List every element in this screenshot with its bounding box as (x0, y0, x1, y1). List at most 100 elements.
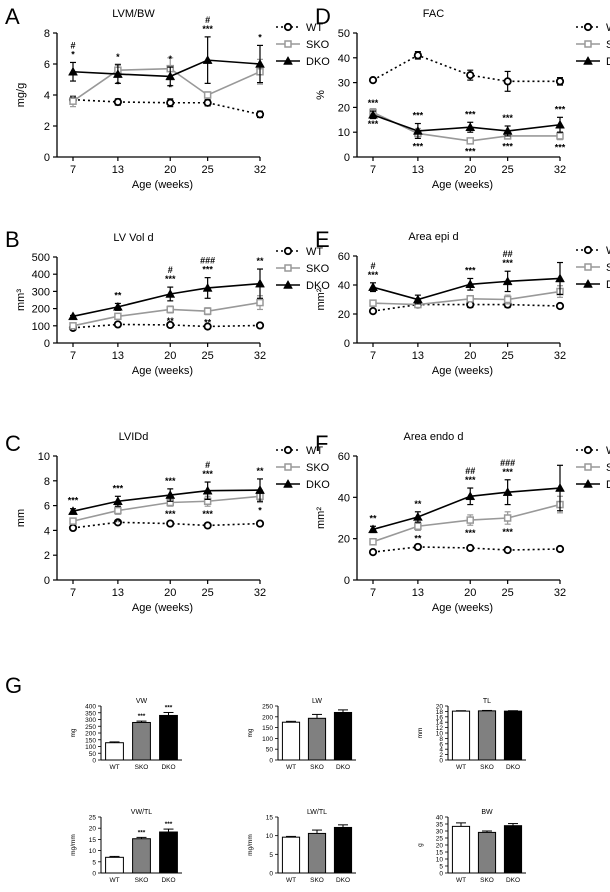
y-tick-label: 8 (44, 28, 50, 40)
y-tick-label: 20 (338, 534, 350, 546)
x-tick-label: SKO (480, 877, 494, 884)
y-axis-label: mg/mm (247, 834, 254, 856)
y-tick-label: 0 (344, 338, 350, 350)
data-point (583, 245, 593, 255)
series-dko (68, 36, 265, 87)
chart-title: LW/TL (307, 809, 327, 816)
significance-label: *** (502, 467, 513, 477)
legend-label: WT (306, 246, 323, 258)
data-point (369, 299, 377, 307)
bar (105, 742, 124, 761)
bar (451, 710, 471, 761)
y-tick-label: 20 (89, 826, 97, 833)
data-point (466, 543, 475, 553)
significance-label: *** (502, 141, 513, 151)
x-tick-label: 7 (70, 587, 76, 599)
significance-label: *** (502, 258, 513, 268)
legend-label: SKO (306, 39, 330, 51)
data-point (255, 321, 265, 330)
y-tick-label: 20 (436, 843, 444, 850)
legend-label: WT (306, 22, 323, 34)
data-point (69, 97, 77, 105)
line-chart-F: F Area endo d 0 20 40 60 7 13 20 25 32 Age (weeks) m… (315, 431, 610, 614)
data-point (166, 98, 175, 107)
x-tick-label: DKO (506, 877, 520, 884)
significance-label: *** (368, 98, 379, 108)
data-point (114, 312, 122, 321)
x-axis-label: Age (weeks) (432, 179, 493, 191)
data-point (583, 278, 593, 288)
data-point (368, 109, 378, 119)
significance-label: * (168, 54, 172, 64)
legend-label: SKO (306, 462, 330, 474)
panel-letter: E (315, 227, 330, 252)
chart-title: VW/TL (131, 809, 152, 816)
significance-label: *** (413, 141, 424, 151)
y-tick-label: 6 (44, 501, 50, 513)
data-point (412, 294, 423, 304)
significance-label: ** (204, 318, 212, 328)
data-point (255, 519, 265, 528)
chart-title: LVIDd (119, 431, 149, 443)
legend-label: DKO (306, 479, 330, 491)
y-tick-label: 50 (89, 751, 97, 758)
x-tick-label: 25 (202, 164, 214, 176)
data-point (165, 288, 176, 298)
chart-title: LV Vol d (113, 232, 153, 244)
y-tick-label: 2 (439, 752, 443, 759)
x-tick-label: DKO (506, 764, 520, 771)
y-tick-label: 16 (436, 714, 444, 721)
y-tick-label: 8 (44, 476, 50, 488)
y-axis-label: mg/g (15, 83, 27, 107)
y-tick-label: 20 (338, 102, 350, 114)
data-point (255, 485, 265, 494)
y-axis-label: % (315, 90, 327, 100)
data-point (283, 246, 293, 256)
x-axis-label: Age (weeks) (132, 602, 193, 614)
significance-label: ** (114, 517, 122, 527)
y-tick-label: 150 (85, 737, 96, 744)
data-point (283, 478, 293, 488)
x-tick-label: DKO (336, 764, 350, 771)
x-tick-label: 32 (254, 164, 266, 176)
chart-title: Area endo d (404, 431, 464, 443)
legend-label: DKO (306, 56, 330, 68)
data-point (283, 279, 293, 289)
legend-label: WT (606, 245, 610, 257)
y-tick-label: 20 (436, 704, 444, 711)
data-point (202, 55, 213, 64)
data-point (283, 22, 293, 32)
series-dko (68, 478, 265, 515)
y-tick-label: 25 (436, 836, 444, 843)
data-point (284, 40, 292, 48)
bar (307, 832, 327, 874)
x-tick-label: WT (109, 764, 119, 771)
x-tick-label: 32 (554, 587, 566, 599)
data-point (166, 519, 175, 528)
y-tick-label: 5 (92, 859, 96, 866)
significance-label: *** (202, 265, 213, 275)
data-point (555, 273, 565, 283)
significance-label: ** (369, 513, 377, 523)
y-tick-label: 10 (38, 451, 50, 463)
y-tick-label: 2 (44, 121, 50, 133)
series-sko (69, 57, 264, 108)
legend-label: WT (306, 445, 323, 457)
data-point (68, 523, 78, 533)
y-tick-label: 20 (338, 309, 350, 321)
data-point (466, 516, 474, 524)
y-tick-label: 350 (85, 710, 96, 717)
series-dko (368, 261, 565, 305)
x-tick-label: WT (286, 764, 296, 771)
significance-label: # (370, 261, 375, 271)
bar (477, 710, 497, 761)
data-point (203, 91, 212, 99)
bar (333, 711, 353, 761)
x-tick-label: WT (109, 877, 119, 884)
legend-label: WT (606, 445, 610, 457)
significance-label: ### (200, 256, 215, 266)
y-tick-label: 10 (436, 857, 444, 864)
